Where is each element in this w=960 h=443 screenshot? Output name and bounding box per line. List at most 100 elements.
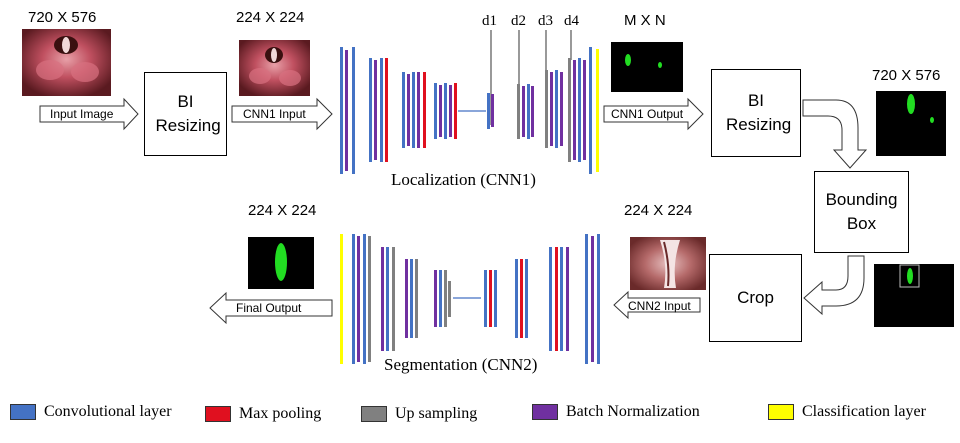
- arrow-cnn1-input-label: CNN1 Input: [243, 107, 306, 121]
- bounding-box-box: Bounding Box: [814, 171, 909, 253]
- legend-label-pool: Max pooling: [239, 405, 322, 422]
- legend-label-up: Up sampling: [395, 405, 478, 422]
- cnn2-input-image: [630, 237, 706, 290]
- cnn2-layer-bn-11: [434, 270, 437, 327]
- cnn2-layer-conv-23: [560, 247, 563, 351]
- cnn1-layer-up-27: [568, 58, 571, 162]
- legend-label-bn: Batch Normalization: [566, 403, 700, 420]
- cnn1-layer-bn-26: [560, 72, 563, 146]
- cnn1-layer-bn-4: [374, 60, 377, 160]
- cnn2-layer-up-14: [448, 281, 451, 317]
- cnn1-layer-bn-10: [417, 72, 420, 148]
- legend-swatch-pool: [205, 406, 231, 422]
- cnn1-layer-cls-32: [596, 49, 599, 172]
- bi-resizing-box-1: BI Resizing: [144, 72, 227, 156]
- final-output-mask: [248, 237, 314, 289]
- cnn1-layer-conv-5: [380, 58, 383, 162]
- resized-mask: [876, 91, 946, 156]
- cnn2-layer-conv-9: [410, 259, 413, 338]
- legend-item-up: Up sampling: [361, 405, 477, 423]
- cnn1-layer-bn-30: [583, 60, 586, 160]
- cnn1-layer-conv-7: [402, 72, 405, 148]
- dim-final-label: 224 X 224: [248, 202, 317, 219]
- cnn2-layer-up-13: [444, 270, 447, 327]
- cnn1-layer-bn-8: [407, 74, 410, 146]
- input-endoscopic-image: [22, 29, 111, 96]
- cnn2-layers: [340, 234, 600, 364]
- arrow-cnn2-input: [613, 290, 701, 320]
- arrow-final-output: [209, 291, 333, 325]
- cnn2-layer-bn-5: [381, 247, 384, 351]
- cnn1-layer-conv-9: [412, 72, 415, 148]
- cnn2-layer-conv-3: [363, 234, 366, 364]
- cnn2-layer-conv-17: [494, 270, 497, 327]
- cnn1-layer-conv-31: [589, 47, 592, 174]
- cnn2-layer-up-10: [415, 259, 418, 338]
- cnn1-layers: [340, 47, 599, 174]
- cnn1-layer-pool-11: [423, 72, 426, 148]
- cnn2-layer-up-7: [392, 247, 395, 351]
- bounding-box-mask: [874, 264, 954, 327]
- d1-label: d1: [482, 13, 497, 29]
- cnn1-layer-conv-17: [487, 93, 490, 129]
- cnn1-layer-bn-13: [439, 85, 442, 137]
- legend-swatch-conv: [10, 404, 36, 420]
- cnn2-layer-conv-1: [352, 234, 355, 364]
- cnn2-layer-conv-27: [597, 234, 600, 364]
- arrow-cnn2-input-label: CNN2 Input: [628, 299, 691, 313]
- cnn1-layer-bn-18: [491, 94, 494, 127]
- cnn1-layer-conv-2: [352, 47, 355, 174]
- dim-cnn1-input-label: 224 X 224: [236, 9, 305, 26]
- legend-label-cls: Classification layer: [802, 403, 926, 420]
- cnn2-layer-bn-24: [566, 247, 569, 351]
- cnn1-layer-conv-14: [444, 83, 447, 139]
- bounding-box-label: Bounding Box: [825, 190, 898, 233]
- cnn1-layer-bn-24: [550, 72, 553, 146]
- cnn1-layer-bn-20: [522, 86, 525, 137]
- dim-input-label: 720 X 576: [28, 9, 97, 26]
- cnn2-layer-conv-18: [515, 259, 518, 338]
- cnn1-layer-bn-15: [449, 85, 452, 137]
- cnn2-layer-pool-19: [520, 259, 523, 338]
- crop-label: Crop: [737, 288, 774, 307]
- cnn1-layer-bn-1: [345, 50, 348, 171]
- cnn2-layer-conv-15: [484, 270, 487, 327]
- legend-item-conv: Convolutional layer: [10, 403, 172, 421]
- legend-item-bn: Batch Normalization: [532, 403, 700, 421]
- cnn2-layer-bn-26: [591, 236, 594, 362]
- dim-cnn2-input-label: 224 X 224: [624, 202, 693, 219]
- dim-mxn-label: M X N: [624, 12, 666, 29]
- legend-item-pool: Max pooling: [205, 405, 321, 423]
- arrow-cnn1-input: [231, 97, 333, 131]
- cnn2-layer-conv-20: [525, 259, 528, 338]
- cnn1-layer-bn-22: [531, 86, 534, 137]
- cnn2-layer-bn-8: [405, 259, 408, 338]
- d4-label: d4: [564, 13, 579, 29]
- cnn1-layer-bn-28: [573, 60, 576, 160]
- cnn1-layer-conv-21: [527, 84, 530, 139]
- arrow-final-output-label: Final Output: [236, 301, 302, 315]
- legend-item-cls: Classification layer: [768, 403, 926, 421]
- bi-resizing-2-label: BI Resizing: [726, 91, 792, 134]
- bi-resizing-1-label: BI Resizing: [155, 92, 221, 135]
- cnn1-output-mask: [611, 42, 683, 92]
- arrow-cnn1-output-label: CNN1 Output: [611, 107, 684, 121]
- cnn1-layer-pool-16: [454, 83, 457, 139]
- localization-caption: Localization (CNN1): [391, 170, 536, 189]
- curved-arrow-to-bounding-box: [802, 99, 868, 169]
- d2-label: d2: [511, 13, 526, 29]
- cnn2-layer-conv-21: [549, 247, 552, 351]
- cnn2-layer-conv-12: [439, 270, 442, 327]
- cnn2-layer-up-4: [368, 236, 371, 362]
- cnn2-layer-bn-2: [357, 236, 360, 362]
- arrow-cnn1-output: [603, 97, 704, 131]
- cnn2-layer-conv-6: [386, 247, 389, 351]
- cnn1-layer-conv-25: [555, 70, 558, 148]
- cnn2-layer-pool-16: [489, 270, 492, 327]
- bi-resizing-box-2: BI Resizing: [711, 69, 801, 157]
- legend-swatch-up: [361, 406, 387, 422]
- segmentation-caption: Segmentation (CNN2): [384, 355, 538, 374]
- cnn2-layer-conv-25: [585, 234, 588, 364]
- cnn1-layer-up-23: [545, 70, 548, 148]
